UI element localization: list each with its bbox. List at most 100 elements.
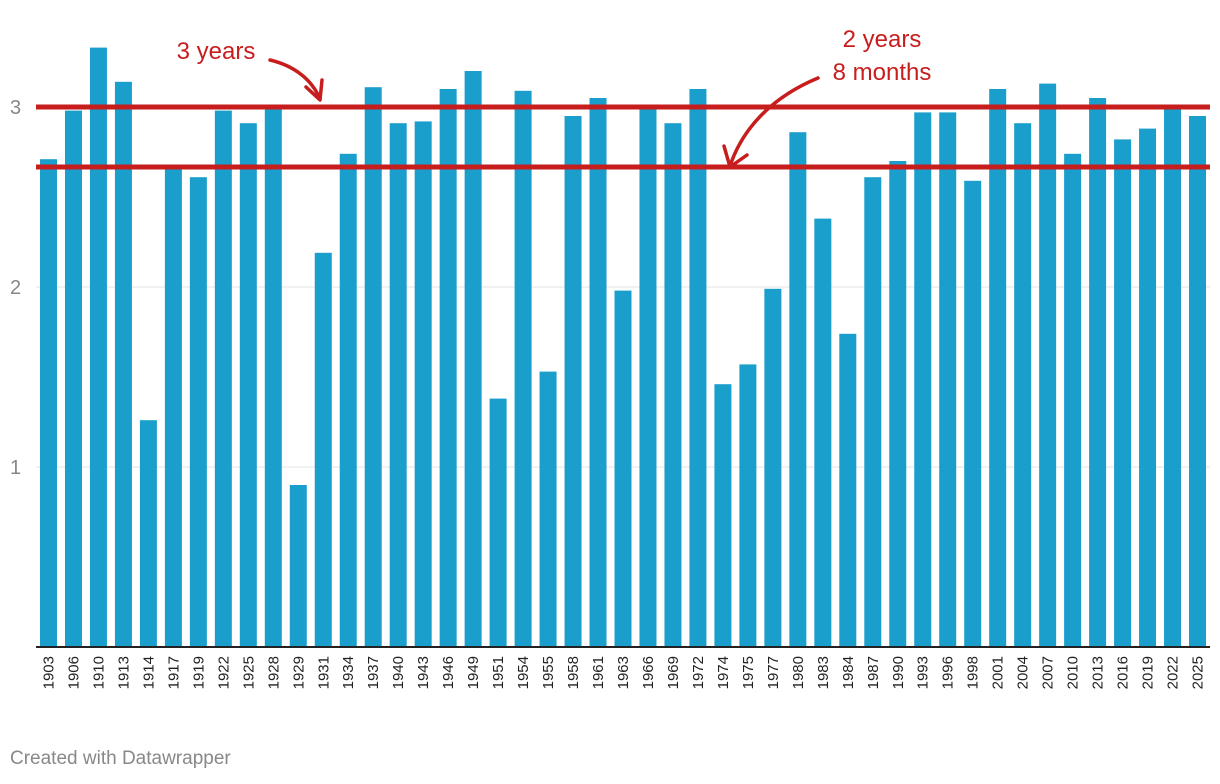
bar-1969 [664, 123, 682, 647]
x-tick-label-2001: 2001 [990, 656, 1007, 689]
x-tick-label-1928: 1928 [265, 656, 282, 689]
bar-1963 [614, 290, 632, 647]
x-tick-label-1987: 1987 [865, 656, 882, 689]
bar-2016 [1114, 139, 1132, 647]
annotation-2-years-line1: 2 years [843, 26, 922, 53]
bar-1931 [314, 252, 332, 648]
x-tick-label-1919: 1919 [190, 656, 207, 689]
bar-1955 [539, 371, 557, 647]
annotation-3-years: 3 years [177, 38, 256, 65]
x-tick-label-2019: 2019 [1140, 656, 1157, 689]
x-tick-label-2022: 2022 [1165, 656, 1182, 689]
annotation-arrowhead-2-years [722, 144, 749, 169]
x-tick-label-1922: 1922 [215, 656, 232, 689]
bar-1906 [64, 110, 82, 648]
x-tick-label-1963: 1963 [615, 656, 632, 689]
bar-2025 [1189, 116, 1207, 647]
bar-2010 [1064, 153, 1082, 648]
x-tick-label-1925: 1925 [240, 656, 257, 689]
x-tick-label-1943: 1943 [415, 656, 432, 689]
x-tick-label-1966: 1966 [640, 656, 657, 689]
x-tick-label-1969: 1969 [665, 656, 682, 689]
bar-1974 [714, 384, 732, 647]
x-tick-label-1972: 1972 [690, 656, 707, 689]
x-tick-label-1955: 1955 [540, 656, 557, 689]
bar-1917 [164, 166, 182, 647]
bar-1949 [464, 71, 482, 647]
x-tick-label-1931: 1931 [315, 656, 332, 689]
bar-1984 [839, 333, 857, 647]
x-tick-label-1903: 1903 [40, 656, 57, 689]
reference-lines [36, 104, 1210, 170]
x-tick-label-1913: 1913 [115, 656, 132, 689]
annotations: 3 years 2 years 8 months [177, 26, 932, 169]
x-tick-label-2013: 2013 [1090, 656, 1107, 689]
x-tick-label-1929: 1929 [290, 656, 307, 689]
bar-1966 [639, 108, 657, 648]
bar-2019 [1139, 128, 1157, 648]
bar-1987 [864, 177, 882, 647]
bar-2022 [1164, 108, 1182, 648]
bar-1996 [939, 112, 957, 647]
x-tick-label-1974: 1974 [715, 656, 732, 689]
bar-2007 [1039, 83, 1057, 648]
bar-1910 [89, 47, 107, 648]
footer-credit: Created with Datawrapper [10, 748, 231, 769]
x-tick-label-2007: 2007 [1040, 656, 1057, 689]
bar-1954 [514, 90, 532, 648]
x-tick-label-2025: 2025 [1190, 656, 1207, 689]
y-tick-label-3: 3 [10, 97, 21, 119]
bar-1940 [389, 123, 407, 647]
bars [39, 47, 1207, 648]
x-tick-label-1980: 1980 [790, 656, 807, 689]
annotation-2-years-line2: 8 months [833, 59, 932, 86]
y-tick-label-2: 2 [10, 277, 21, 299]
x-tick-label-1958: 1958 [565, 656, 582, 689]
bar-1990 [889, 161, 907, 647]
x-tick-label-2004: 2004 [1015, 656, 1032, 689]
x-tick-label-1906: 1906 [65, 656, 82, 689]
bar-1993 [914, 112, 932, 647]
y-tick-label-1: 1 [10, 457, 21, 479]
x-axis-tick-labels: 1903 1906 1910 1913 1914 1917 1919 1922 1925 1928… [40, 656, 1206, 689]
x-tick-label-1984: 1984 [840, 656, 857, 689]
x-tick-label-2016: 2016 [1115, 656, 1132, 689]
bar-1946 [439, 89, 457, 647]
x-tick-label-1996: 1996 [940, 656, 957, 689]
x-tick-label-1990: 1990 [890, 656, 907, 689]
y-axis-tick-labels: 1 2 3 [10, 97, 21, 479]
bar-2001 [989, 89, 1007, 647]
bar-1922 [214, 110, 232, 648]
x-tick-label-1914: 1914 [140, 656, 157, 689]
x-tick-label-1917: 1917 [165, 656, 182, 689]
annotation-arrow-3-years [268, 58, 322, 101]
bar-1977 [764, 288, 782, 647]
bar-1913 [114, 81, 132, 648]
bar-1998 [964, 180, 982, 648]
x-tick-label-1961: 1961 [590, 656, 607, 689]
bar-1928 [264, 108, 282, 648]
x-tick-label-1910: 1910 [90, 656, 107, 689]
bar-1919 [189, 177, 207, 647]
bar-1958 [564, 116, 582, 647]
bar-1961 [589, 98, 607, 647]
x-tick-label-1993: 1993 [915, 656, 932, 689]
bar-2004 [1014, 123, 1032, 647]
annotation-arrowhead-3-years [304, 78, 324, 102]
x-tick-label-1983: 1983 [815, 656, 832, 689]
bar-1937 [364, 87, 382, 647]
x-tick-label-1998: 1998 [965, 656, 982, 689]
x-tick-label-1977: 1977 [765, 656, 782, 689]
x-tick-label-1975: 1975 [740, 656, 757, 689]
bar-1983 [814, 218, 832, 647]
bar-1951 [489, 398, 507, 647]
x-tick-label-1937: 1937 [365, 656, 382, 689]
x-tick-label-1949: 1949 [465, 656, 482, 689]
annotation-arrow-2-years [728, 76, 820, 168]
bar-2013 [1089, 98, 1107, 647]
bar-1980 [789, 132, 807, 647]
bar-1975 [739, 364, 757, 647]
bar-1934 [339, 153, 357, 648]
x-tick-label-2010: 2010 [1065, 656, 1082, 689]
